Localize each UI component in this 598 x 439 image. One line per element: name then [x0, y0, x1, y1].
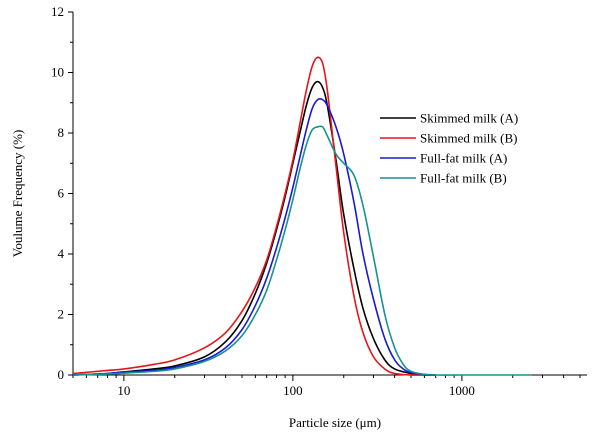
y-tick-label: 6 — [58, 186, 65, 201]
legend-label-4: Full-fat milk (B) — [420, 171, 507, 186]
series-line-2 — [72, 56, 425, 376]
x-tick-label: 1000 — [449, 383, 475, 398]
y-tick-label: 8 — [58, 125, 65, 140]
series-line-4 — [72, 125, 533, 376]
legend: Skimmed milk (A) Skimmed milk (B) Full-fat… — [380, 111, 518, 186]
y-axis-title: Voulume Frequency (%) — [10, 130, 25, 258]
series-layer — [72, 56, 533, 376]
series-line-3 — [72, 97, 436, 376]
x-tick-label: 10 — [117, 383, 130, 398]
y-tick-label: 2 — [58, 307, 65, 322]
legend-label-3: Full-fat milk (A) — [420, 151, 507, 166]
x-axis: 10 100 1000 — [72, 375, 581, 398]
x-axis-title: Particle size (μm) — [289, 415, 381, 430]
y-tick-label: 4 — [58, 246, 65, 261]
x-tick-label: 100 — [283, 383, 303, 398]
y-tick-label: 12 — [51, 4, 64, 19]
y-tick-label: 10 — [51, 65, 64, 80]
legend-label-2: Skimmed milk (B) — [420, 131, 518, 146]
plot-frame — [72, 12, 587, 376]
series-line-1 — [72, 80, 436, 376]
y-axis: 0 2 4 6 8 10 12 — [51, 4, 73, 382]
legend-label-1: Skimmed milk (A) — [420, 111, 518, 126]
y-tick-label: 0 — [58, 367, 65, 382]
